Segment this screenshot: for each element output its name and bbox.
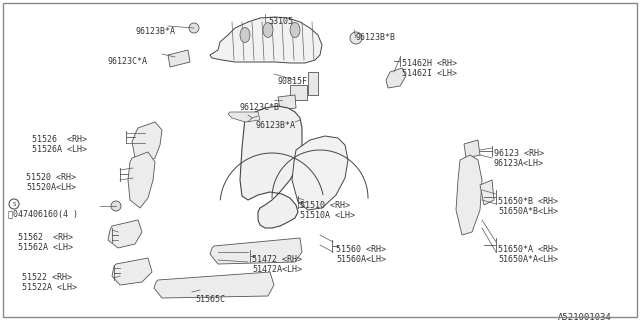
Circle shape <box>9 199 19 209</box>
Text: 96123C*A: 96123C*A <box>108 57 148 66</box>
Text: 51650*B <RH>: 51650*B <RH> <box>498 197 558 206</box>
Polygon shape <box>480 180 494 205</box>
Polygon shape <box>228 112 260 122</box>
Text: 51510A <LH>: 51510A <LH> <box>300 211 355 220</box>
Polygon shape <box>210 238 302 264</box>
Text: 51520A<LH>: 51520A<LH> <box>26 183 76 192</box>
Circle shape <box>111 201 121 211</box>
Polygon shape <box>128 152 155 208</box>
Text: 51462H <RH>: 51462H <RH> <box>402 59 457 68</box>
Ellipse shape <box>240 28 250 43</box>
Text: S: S <box>12 202 16 206</box>
Polygon shape <box>112 258 152 285</box>
Circle shape <box>189 23 199 33</box>
Polygon shape <box>168 50 190 67</box>
Text: 51526A <LH>: 51526A <LH> <box>32 145 87 154</box>
Polygon shape <box>386 68 406 88</box>
Text: 96123A<LH>: 96123A<LH> <box>494 159 544 168</box>
Polygon shape <box>278 95 296 110</box>
Text: 51522 <RH>: 51522 <RH> <box>22 273 72 282</box>
Text: 51560A<LH>: 51560A<LH> <box>336 255 386 264</box>
Text: 51650A*A<LH>: 51650A*A<LH> <box>498 255 558 264</box>
Text: 96123B*B: 96123B*B <box>356 33 396 42</box>
Text: 96123 <RH>: 96123 <RH> <box>494 149 544 158</box>
Polygon shape <box>210 17 322 63</box>
Circle shape <box>350 32 362 44</box>
Text: 51562  <RH>: 51562 <RH> <box>18 233 73 242</box>
Text: 51472A<LH>: 51472A<LH> <box>252 265 302 274</box>
Polygon shape <box>464 140 480 158</box>
Text: 51562A <LH>: 51562A <LH> <box>18 243 73 252</box>
Polygon shape <box>292 136 348 210</box>
Polygon shape <box>240 106 302 228</box>
Text: Ⓢ047406160(4 ): Ⓢ047406160(4 ) <box>8 209 78 218</box>
Text: 51560 <RH>: 51560 <RH> <box>336 245 386 254</box>
Polygon shape <box>154 272 274 298</box>
Ellipse shape <box>290 22 300 37</box>
Ellipse shape <box>263 22 273 37</box>
Text: 90815F: 90815F <box>277 77 307 86</box>
Text: 51650*A <RH>: 51650*A <RH> <box>498 245 558 254</box>
Text: 96123C*B: 96123C*B <box>240 103 280 112</box>
Text: 51472 <RH>: 51472 <RH> <box>252 255 302 264</box>
Text: 51565C: 51565C <box>195 295 225 304</box>
Text: 51526  <RH>: 51526 <RH> <box>32 135 87 144</box>
Polygon shape <box>290 85 307 100</box>
Text: 51510 <RH>: 51510 <RH> <box>300 201 350 210</box>
Text: 96123B*A: 96123B*A <box>135 27 175 36</box>
Text: 51522A <LH>: 51522A <LH> <box>22 283 77 292</box>
Polygon shape <box>456 155 482 235</box>
Text: 53105: 53105 <box>268 17 293 26</box>
Text: A521001034: A521001034 <box>558 313 612 320</box>
Text: 51650A*B<LH>: 51650A*B<LH> <box>498 207 558 216</box>
Text: 51520 <RH>: 51520 <RH> <box>26 173 76 182</box>
Text: 96123B*A: 96123B*A <box>255 121 295 130</box>
Polygon shape <box>308 72 318 95</box>
Text: 51462I <LH>: 51462I <LH> <box>402 69 457 78</box>
Polygon shape <box>132 122 162 165</box>
Polygon shape <box>108 220 142 248</box>
